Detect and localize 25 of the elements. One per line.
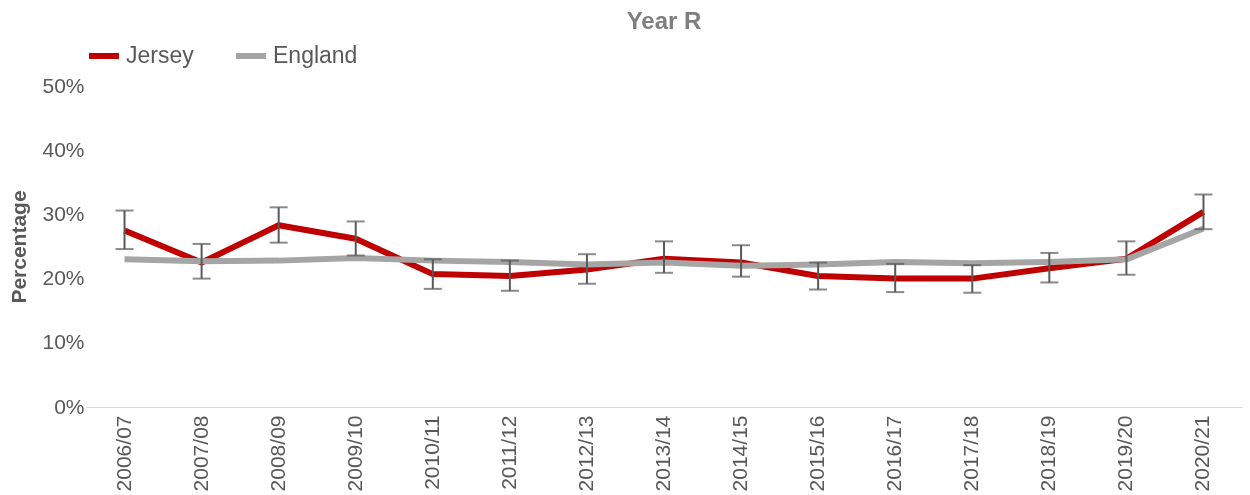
legend-label: England	[273, 42, 358, 68]
y-tick-label: 0%	[54, 394, 85, 418]
y-axis-title: Percentage	[7, 190, 31, 304]
x-tick-label: 2011/12	[496, 415, 520, 490]
x-tick-label: 2006/07	[111, 415, 135, 492]
x-tick-label: 2020/21	[1190, 415, 1214, 492]
x-tick-label: 2008/09	[265, 415, 289, 492]
x-tick-label: 2012/13	[573, 415, 597, 492]
y-tick-label: 40%	[42, 137, 85, 161]
x-tick-label: 2018/19	[1036, 415, 1060, 492]
x-tick-label: 2016/17	[882, 415, 906, 492]
y-tick-label: 50%	[42, 73, 85, 97]
y-tick-label: 30%	[42, 201, 85, 225]
x-tick-label: 2017/18	[959, 415, 983, 492]
chart-title: Year R	[626, 7, 702, 34]
y-tick-label: 10%	[42, 330, 85, 354]
x-tick-label: 2019/20	[1113, 415, 1137, 492]
legend-label: Jersey	[126, 42, 195, 68]
x-tick-label: 2014/15	[728, 415, 752, 492]
x-tick-label: 2010/11	[419, 415, 443, 490]
x-tick-label: 2015/16	[805, 415, 829, 492]
y-tick-label: 20%	[42, 266, 85, 290]
x-tick-label: 2013/14	[651, 415, 674, 492]
x-tick-label: 2007/08	[188, 415, 212, 492]
x-tick-label: 2009/10	[342, 415, 366, 492]
